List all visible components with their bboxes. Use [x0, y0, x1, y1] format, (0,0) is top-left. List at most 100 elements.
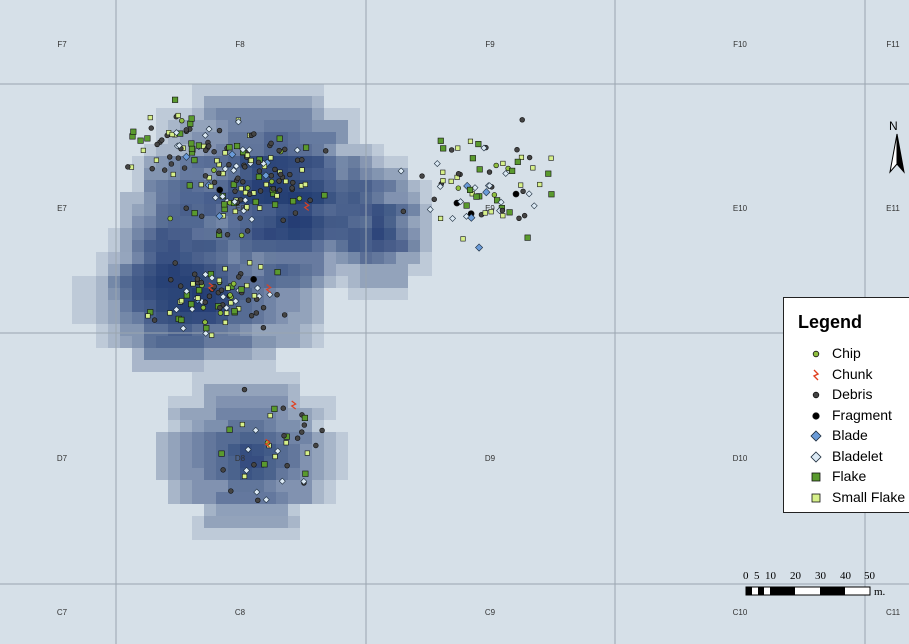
artifact-point — [211, 149, 217, 155]
density-cell — [132, 240, 216, 264]
density-cell — [120, 300, 300, 312]
density-cell — [336, 180, 420, 204]
density-cell — [348, 192, 420, 216]
grid-cell-label: F9 — [485, 40, 495, 49]
artifact-point — [518, 154, 525, 160]
artifact-point — [269, 178, 275, 185]
artifact-point — [195, 142, 202, 149]
artifact-point — [188, 140, 195, 147]
artifact-point — [202, 329, 210, 337]
density-cell — [168, 480, 324, 504]
density-cell — [240, 456, 264, 468]
artifact-point — [191, 157, 198, 164]
artifact-point — [509, 167, 516, 174]
artifact-point — [175, 155, 182, 161]
artifact-point — [467, 186, 474, 193]
artifact-point — [222, 150, 228, 156]
artifact-point — [278, 477, 286, 485]
density-cell — [156, 204, 192, 216]
density-cell — [288, 216, 312, 228]
grid-cell-label: E7 — [57, 204, 67, 213]
density-cell — [372, 240, 396, 252]
artifact-point — [276, 147, 282, 154]
artifact-point — [179, 117, 185, 124]
artifact-point — [175, 142, 183, 149]
grid-cell-label: F11 — [886, 40, 900, 49]
north-label: N — [889, 119, 898, 133]
artifact-point — [469, 155, 476, 162]
artifact-point — [188, 301, 195, 308]
artifact-point — [261, 461, 268, 468]
artifact-point — [436, 183, 444, 190]
density-cell — [228, 480, 264, 492]
density-cell — [180, 204, 348, 228]
scale-bar-tick: 20 — [790, 570, 801, 582]
density-cell — [348, 240, 420, 264]
density-cell — [96, 300, 324, 324]
artifact-point — [251, 462, 257, 468]
artifact-point — [294, 435, 301, 441]
artifact-point — [226, 161, 232, 168]
artifact-point — [179, 298, 185, 304]
artifact-point — [246, 191, 253, 197]
density-cell — [348, 216, 408, 228]
density-cell — [192, 312, 216, 324]
artifact-point — [242, 164, 248, 170]
artifact-point — [261, 171, 270, 180]
artifact-point — [228, 150, 237, 159]
artifact-point — [238, 232, 245, 239]
artifact-point — [272, 201, 279, 208]
artifact-point — [438, 215, 444, 221]
artifact-point — [148, 125, 154, 131]
artifact-point — [228, 488, 234, 494]
density-cell — [192, 516, 300, 540]
artifact-point — [260, 325, 267, 331]
artifact-point — [545, 170, 552, 177]
density-cell — [372, 216, 396, 228]
artifact-point — [263, 182, 269, 188]
scale-bar-tick: 10 — [765, 570, 776, 582]
artifact-point — [426, 206, 434, 213]
density-cell — [276, 156, 324, 168]
density-cell — [276, 204, 324, 216]
density-cell — [252, 228, 336, 252]
density-cell — [228, 480, 276, 492]
artifact-point — [200, 304, 207, 311]
artifact-point — [514, 158, 521, 165]
legend-symbol — [812, 369, 820, 380]
density-cell — [348, 240, 408, 252]
legend-item-chip: Chip — [784, 344, 909, 364]
artifact-point — [303, 201, 310, 211]
artifact-point — [467, 138, 474, 144]
artifact-point — [276, 135, 283, 142]
artifact-point — [307, 197, 313, 203]
artifact-point — [440, 169, 446, 175]
artifact-point — [238, 186, 244, 192]
density-cell — [204, 96, 324, 120]
density-cell — [144, 240, 252, 264]
artifact-point — [167, 310, 173, 316]
artifact-point — [235, 118, 242, 126]
artifact-point — [268, 155, 274, 161]
legend-symbol — [810, 430, 822, 442]
artifact-point — [280, 217, 286, 223]
artifact-point — [268, 173, 275, 179]
artifact-point — [512, 190, 520, 198]
artifact-point — [209, 332, 215, 338]
artifact-point — [253, 310, 260, 316]
artifact-point — [186, 182, 193, 189]
artifact-point — [272, 454, 278, 460]
density-cell — [156, 264, 192, 276]
artifact-point — [230, 167, 238, 174]
density-cell — [156, 288, 180, 300]
artifact-point — [232, 208, 238, 214]
artifact-point — [125, 164, 131, 170]
artifact-point — [289, 185, 295, 191]
artifact-point — [183, 205, 189, 211]
artifact-point — [506, 209, 513, 216]
density-cell — [144, 336, 276, 360]
density-cell — [180, 408, 312, 432]
artifact-point — [251, 131, 257, 137]
density-cell — [288, 216, 312, 228]
artifact-point — [172, 260, 178, 266]
